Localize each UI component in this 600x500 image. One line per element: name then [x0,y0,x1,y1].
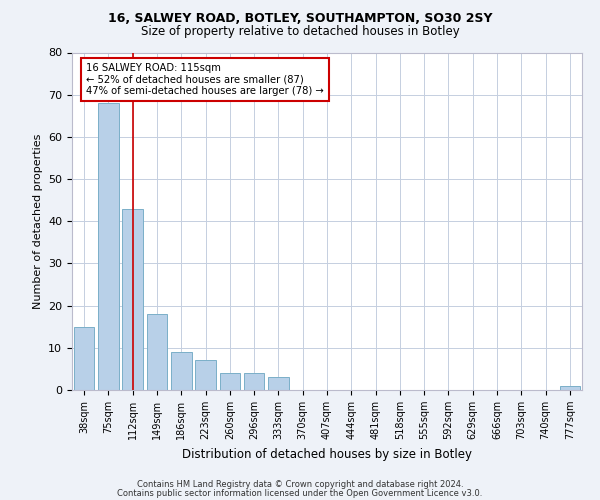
Bar [560,386,580,390]
Text: Contains HM Land Registry data © Crown copyright and database right 2024.: Contains HM Land Registry data © Crown c… [137,480,463,489]
Text: Contains public sector information licensed under the Open Government Licence v3: Contains public sector information licen… [118,488,482,498]
Bar [74,326,94,390]
X-axis label: Distribution of detached houses by size in Botley: Distribution of detached houses by size … [182,448,472,460]
Text: Size of property relative to detached houses in Botley: Size of property relative to detached ho… [140,25,460,38]
Bar [220,373,240,390]
Y-axis label: Number of detached properties: Number of detached properties [32,134,43,309]
Bar [171,352,191,390]
Bar [195,360,216,390]
Bar [98,103,119,390]
Bar [146,314,167,390]
Text: 16, SALWEY ROAD, BOTLEY, SOUTHAMPTON, SO30 2SY: 16, SALWEY ROAD, BOTLEY, SOUTHAMPTON, SO… [108,12,492,26]
Bar [268,378,289,390]
Bar [122,208,143,390]
Text: 16 SALWEY ROAD: 115sqm
← 52% of detached houses are smaller (87)
47% of semi-det: 16 SALWEY ROAD: 115sqm ← 52% of detached… [86,63,324,96]
Bar [244,373,265,390]
